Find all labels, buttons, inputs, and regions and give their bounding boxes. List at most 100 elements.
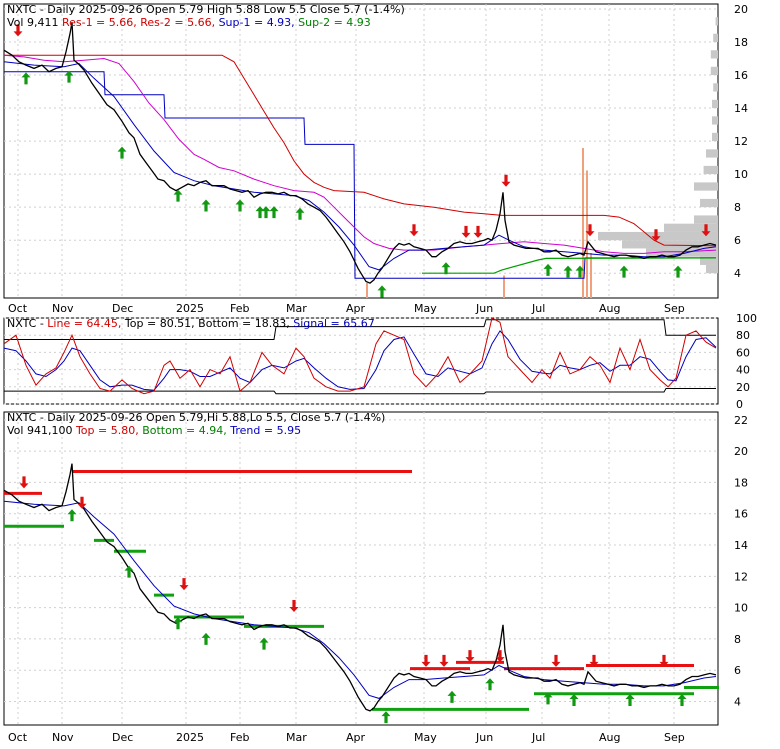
trend-x-tick: Oct (8, 731, 28, 744)
price-y-tick: 10 (734, 168, 748, 181)
trend-sell-arrow (179, 578, 189, 591)
trend-header-line2-part: Bottom = 4.94, (139, 424, 227, 437)
price-header-line2-part: Vol 9,411 (7, 16, 58, 29)
trend-sell-arrow (19, 476, 29, 489)
price-header-line2-part: Res-2 = 5.66, (137, 16, 215, 29)
trend-sell-arrow (77, 496, 87, 509)
trend-buy-arrow (381, 711, 391, 724)
sell-arrow (409, 224, 419, 237)
volume-by-price-bar (622, 240, 718, 249)
volume-by-price-bar (703, 165, 718, 175)
volume-by-price-bar (715, 17, 718, 26)
price-x-tick: May (414, 302, 437, 315)
price-header-line1: NXTC - Daily 2025-09-26 Open 5.79 High 5… (7, 3, 405, 16)
price-header-line2: Vol 9,411 Res-1 = 5.66, Res-2 = 5.66, Su… (7, 16, 371, 29)
moving-average-blue (3, 61, 717, 271)
stochastic-y-tick: 60 (736, 346, 750, 359)
trend-x-tick: May (414, 731, 437, 744)
price-y-tick: 8 (734, 201, 741, 214)
stochastic-line (3, 317, 717, 395)
trend-y-tick: 8 (734, 633, 741, 646)
volume-by-price-bar (712, 116, 718, 125)
trend-y-tick: 10 (734, 602, 748, 615)
price-y-tick: 16 (734, 69, 748, 82)
buy-arrow (377, 285, 387, 298)
price-line (3, 22, 717, 284)
price-panel-frame (3, 3, 719, 299)
price-x-tick: Oct (8, 302, 28, 315)
trend-x-tick: Jun (475, 731, 493, 744)
stochastic-bottom-band (4, 388, 716, 395)
stochastic-header-part: NXTC - (7, 317, 47, 330)
buy-arrow (575, 265, 585, 278)
volume-by-price-bar (706, 264, 718, 274)
stochastic-header-part: Top = 80.51, (121, 317, 194, 330)
price-x-tick: Aug (599, 302, 620, 315)
stochastic-y-tick: 80 (736, 329, 750, 342)
volume-by-price-bar (713, 33, 718, 42)
stochastic-header: NXTC - Line = 64.45, Top = 80.51, Bottom… (7, 317, 375, 330)
stochastic-header-part: Line = 64.45, (47, 317, 121, 330)
buy-arrow (269, 206, 279, 219)
trend-y-tick: 16 (734, 508, 748, 521)
trend-moving-average (3, 500, 717, 699)
price-y-tick: 12 (734, 135, 748, 148)
volume-by-price-bar (664, 223, 718, 232)
trend-sell-arrow (495, 650, 505, 663)
trend-header-line1-part: NXTC - Daily 2025-09-26 Open 5.79,Hi 5.8… (7, 411, 385, 424)
buy-arrow (295, 207, 305, 220)
support-1-line (4, 71, 716, 279)
stochastic-y-tick: 100 (736, 312, 757, 325)
volume-by-price-bar (700, 256, 718, 265)
trend-sell-arrow (551, 654, 561, 667)
stochastic-header-part: Signal = 65.67 (290, 317, 375, 330)
trend-x-tick: Nov (52, 731, 74, 744)
volume-by-price-bar (710, 66, 718, 76)
volume-by-price-bar (706, 149, 718, 158)
volume-by-price-bar (694, 182, 718, 191)
stochastic-signal-line (3, 330, 717, 391)
trend-panel-frame (3, 411, 719, 726)
volume-by-price-bar (646, 248, 718, 257)
price-y-tick: 14 (734, 102, 748, 115)
stochastic-y-tick: 0 (736, 398, 743, 411)
price-header-line2-part: Sup-2 = 4.93 (295, 16, 371, 29)
trend-y-tick: 20 (734, 445, 748, 458)
trend-buy-arrow (625, 693, 635, 706)
buy-arrow (441, 262, 451, 275)
sell-arrow (701, 224, 711, 237)
buy-arrow (543, 263, 553, 276)
price-header-line2-part: Sup-1 = 4.93, (215, 16, 295, 29)
trend-buy-arrow (67, 509, 77, 522)
buy-arrow (173, 189, 183, 202)
sell-arrow (501, 174, 511, 187)
buy-arrow (255, 206, 265, 219)
trend-buy-arrow (124, 565, 134, 578)
trend-x-tick: Mar (286, 731, 307, 744)
trend-header-line1: NXTC - Daily 2025-09-26 Open 5.79,Hi 5.8… (7, 411, 385, 424)
buy-arrow (21, 72, 31, 85)
trend-sell-arrow (465, 650, 475, 663)
stochastic-top-band (4, 319, 716, 340)
trend-y-tick: 12 (734, 570, 748, 583)
sell-arrow (651, 229, 661, 242)
trend-y-tick: 18 (734, 476, 748, 489)
price-x-tick: 2025 (176, 302, 204, 315)
sell-arrow (13, 24, 23, 37)
trend-buy-arrow (485, 678, 495, 691)
buy-arrow (201, 199, 211, 212)
price-y-tick: 6 (734, 234, 741, 247)
buy-arrow (261, 206, 271, 219)
trend-buy-arrow (259, 637, 269, 650)
trend-header-line2-part: Vol 941,100 (7, 424, 72, 437)
price-x-tick: Jul (531, 302, 545, 315)
trend-buy-arrow (447, 690, 457, 703)
stochastic-header-part: Bottom = 18.83, (195, 317, 290, 330)
trend-x-tick: Feb (230, 731, 249, 744)
price-x-tick: Nov (52, 302, 74, 315)
volume-bar (586, 170, 588, 298)
volume-bar (582, 148, 584, 298)
trend-y-tick: 14 (734, 539, 748, 552)
